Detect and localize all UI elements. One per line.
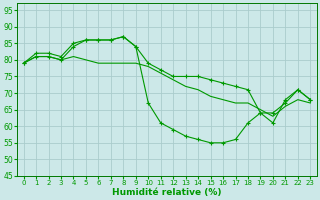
X-axis label: Humidité relative (%): Humidité relative (%) [112,188,222,197]
